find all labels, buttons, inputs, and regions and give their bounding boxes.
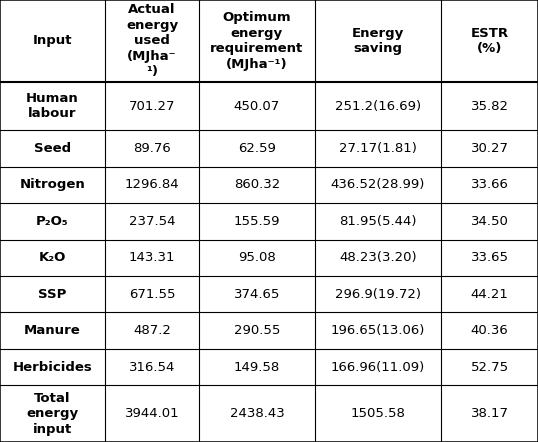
Text: 48.23(3.20): 48.23(3.20)	[339, 251, 417, 264]
Text: Energy
saving: Energy saving	[352, 27, 404, 55]
Text: 30.27: 30.27	[471, 142, 508, 155]
Text: 860.32: 860.32	[234, 179, 280, 191]
Text: 44.21: 44.21	[471, 288, 508, 301]
Text: 701.27: 701.27	[129, 99, 175, 113]
Text: 143.31: 143.31	[129, 251, 175, 264]
Text: 296.9(19.72): 296.9(19.72)	[335, 288, 421, 301]
Text: 95.08: 95.08	[238, 251, 276, 264]
Text: 374.65: 374.65	[233, 288, 280, 301]
Text: 33.66: 33.66	[471, 179, 508, 191]
Text: P₂O₅: P₂O₅	[36, 215, 69, 228]
Text: 62.59: 62.59	[238, 142, 276, 155]
Text: Nitrogen: Nitrogen	[19, 179, 86, 191]
Text: 237.54: 237.54	[129, 215, 175, 228]
Text: Human
labour: Human labour	[26, 92, 79, 120]
Text: 35.82: 35.82	[471, 99, 508, 113]
Text: SSP: SSP	[38, 288, 67, 301]
Text: 89.76: 89.76	[133, 142, 171, 155]
Text: 487.2: 487.2	[133, 324, 171, 337]
Text: Seed: Seed	[34, 142, 71, 155]
Text: Herbicides: Herbicides	[12, 361, 93, 373]
Text: 3944.01: 3944.01	[125, 407, 179, 420]
Text: 52.75: 52.75	[471, 361, 508, 373]
Text: 40.36: 40.36	[471, 324, 508, 337]
Text: 196.65(13.06): 196.65(13.06)	[331, 324, 425, 337]
Text: Input: Input	[33, 34, 72, 47]
Text: 81.95(5.44): 81.95(5.44)	[339, 215, 417, 228]
Text: Manure: Manure	[24, 324, 81, 337]
Text: 290.55: 290.55	[233, 324, 280, 337]
Text: 38.17: 38.17	[471, 407, 508, 420]
Text: 316.54: 316.54	[129, 361, 175, 373]
Text: 2438.43: 2438.43	[230, 407, 284, 420]
Text: ESTR
(%): ESTR (%)	[471, 27, 508, 55]
Text: 1296.84: 1296.84	[125, 179, 179, 191]
Text: Total
energy
input: Total energy input	[26, 392, 79, 436]
Text: 251.2(16.69): 251.2(16.69)	[335, 99, 421, 113]
Text: Optimum
energy
requirement
(MJha⁻¹): Optimum energy requirement (MJha⁻¹)	[210, 11, 303, 71]
Text: 436.52(28.99): 436.52(28.99)	[331, 179, 425, 191]
Text: 166.96(11.09): 166.96(11.09)	[331, 361, 425, 373]
Text: 450.07: 450.07	[234, 99, 280, 113]
Text: 671.55: 671.55	[129, 288, 175, 301]
Text: 33.65: 33.65	[471, 251, 508, 264]
Text: K₂O: K₂O	[39, 251, 66, 264]
Text: Actual
energy
used
(MJha⁻
¹): Actual energy used (MJha⁻ ¹)	[126, 4, 178, 78]
Text: 1505.58: 1505.58	[351, 407, 405, 420]
Text: 27.17(1.81): 27.17(1.81)	[339, 142, 417, 155]
Text: 34.50: 34.50	[471, 215, 508, 228]
Text: 149.58: 149.58	[234, 361, 280, 373]
Text: 155.59: 155.59	[233, 215, 280, 228]
